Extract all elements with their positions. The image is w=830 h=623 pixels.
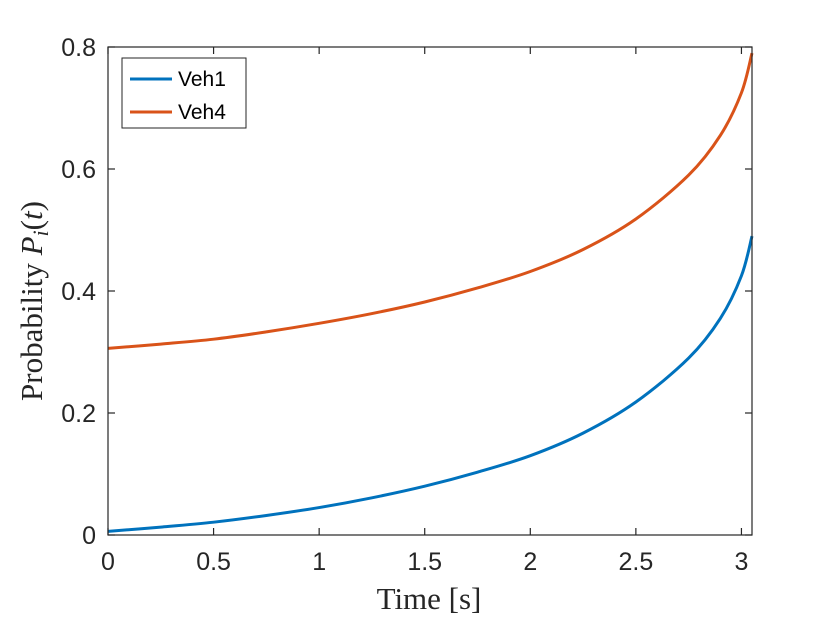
x-tick-label: 2.5 [618,548,653,576]
legend-box [121,57,247,129]
x-tick-label: 3 [734,548,748,576]
legend: Veh1 Veh4 [121,57,247,129]
y-tick-label: 0.6 [61,156,96,184]
series-line-veh4 [107,52,754,350]
x-tick-label: 0 [101,548,115,576]
ticks: 0 0.5 1 1.5 2 2.5 3 0 0.2 0.4 0.6 0.8 [61,34,752,576]
y-tick-label: 0.2 [61,400,96,428]
x-tick-label: 1.5 [407,548,442,576]
y-label-sub: i [28,230,53,236]
x-axis-label: Time [s] [377,581,482,616]
y-tick-label: 0 [82,522,96,550]
y-axis-label: Probability Pi(t) [14,201,53,401]
x-tick-label: 2 [523,548,537,576]
y-label-prefix: Probability [14,255,49,401]
series-line-veh1 [107,235,754,533]
y-tick-label: 0.4 [61,278,96,306]
plot-lines [107,52,754,533]
legend-label-veh1: Veh1 [178,68,226,91]
x-tick-label: 0.5 [196,548,231,576]
y-label-close-paren: ) [14,201,49,211]
y-label-arg: t [14,210,49,220]
legend-label-veh4: Veh4 [178,101,226,124]
y-label-open-paren: ( [14,220,49,230]
y-label-var: P [14,236,49,256]
y-tick-label: 0.8 [61,34,96,62]
x-tick-label: 1 [312,548,326,576]
